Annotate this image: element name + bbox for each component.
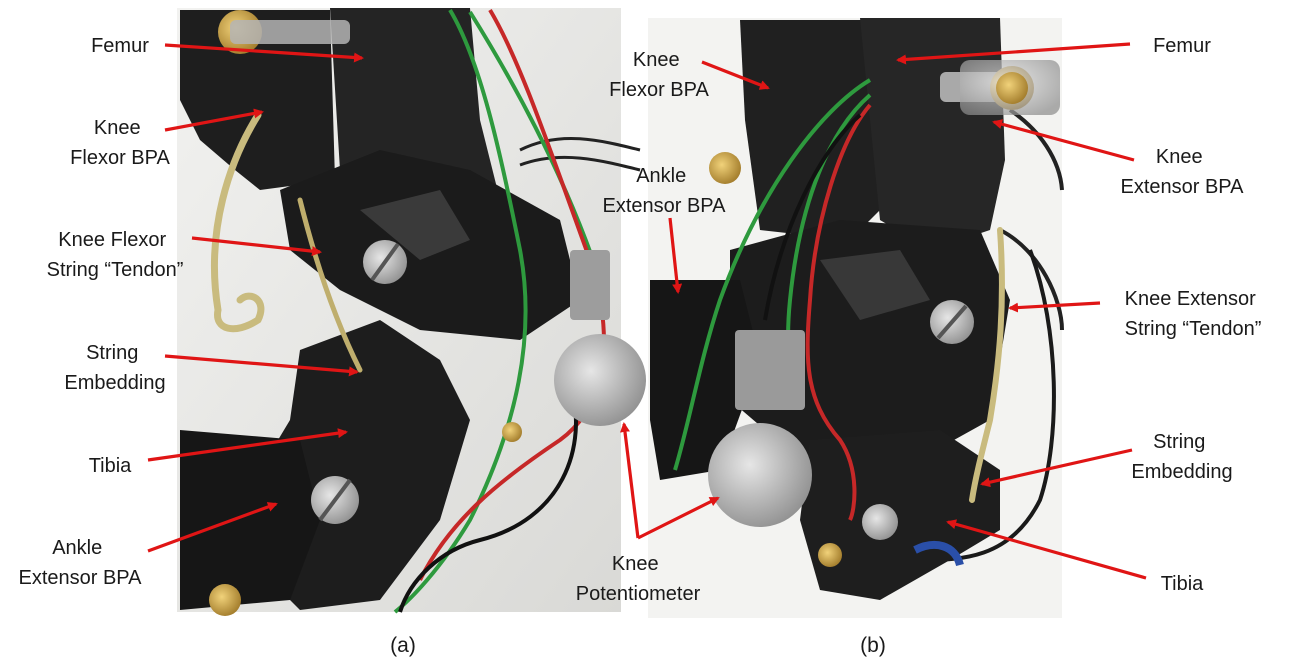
arrow-string-embedding-b (980, 448, 1133, 488)
arrows (147, 42, 1147, 580)
label-tibia-b: Tibia (1161, 573, 1204, 595)
arrow-knee-flexor-string-a (191, 236, 322, 257)
arrow-knee-flexor-bpa-a (164, 108, 264, 132)
label-knee-flexor-bpa-b: Knee Flexor BPA (609, 49, 709, 101)
label-femur-a: Femur (91, 35, 149, 57)
photo-b (648, 18, 1064, 618)
arrow-ankle-extensor-bpa-a (147, 502, 278, 553)
arrow-tibia-a (147, 428, 348, 462)
ankle-extensor-bpa-a (180, 430, 320, 610)
label-knee-extensor-bpa-b: Knee Extensor BPA (1120, 146, 1244, 198)
arrow-knee-potentiometer-a (620, 422, 640, 539)
label-ankle-extensor-bpa-a: Ankle Extensor BPA (18, 537, 142, 589)
knee-potentiometer-b (708, 423, 812, 527)
arrow-string-embedding-a (164, 354, 359, 377)
label-ankle-extensor-bpa-center: Ankle Extensor BPA (602, 165, 726, 217)
labels-panel-b: Knee Flexor BPA Femur Knee Extensor BPA … (609, 35, 1261, 595)
label-tibia-a: Tibia (89, 455, 132, 477)
arrow-knee-extensor-string-b (1008, 301, 1101, 313)
arrow-knee-potentiometer-b (637, 496, 720, 540)
ankle-extensor-bpa-b (650, 280, 760, 480)
label-femur-b: Femur (1153, 35, 1211, 57)
photo-a (177, 8, 646, 616)
caption-b: (b) (860, 634, 886, 657)
knee-potentiometer-a (554, 334, 646, 426)
arrow-femur-b (896, 42, 1131, 65)
label-string-embedding-a: String Embedding (64, 342, 165, 394)
label-knee-flexor-string-a: Knee Flexor String “Tendon” (47, 229, 184, 281)
caption-a: (a) (390, 634, 416, 657)
label-string-embedding-b: String Embedding (1131, 431, 1232, 483)
arrow-knee-extensor-bpa-b (992, 119, 1135, 162)
arrow-knee-flexor-bpa-b (701, 60, 770, 90)
label-knee-extensor-string-b: Knee Extensor String “Tendon” (1125, 288, 1262, 340)
label-knee-potentiometer: Knee Potentiometer (576, 553, 701, 605)
label-knee-flexor-bpa-a: Knee Flexor BPA (70, 117, 170, 169)
arrow-ankle-extensor-bpa-center (668, 217, 683, 294)
arrow-tibia-b (946, 519, 1147, 580)
labels-panel-a: Femur Knee Flexor BPA Knee Flexor String… (18, 35, 183, 589)
labels-panel-center: Ankle Extensor BPA Knee Potentiometer (576, 165, 726, 605)
arrow-femur-a (164, 43, 364, 63)
tibia-b (800, 430, 1000, 600)
